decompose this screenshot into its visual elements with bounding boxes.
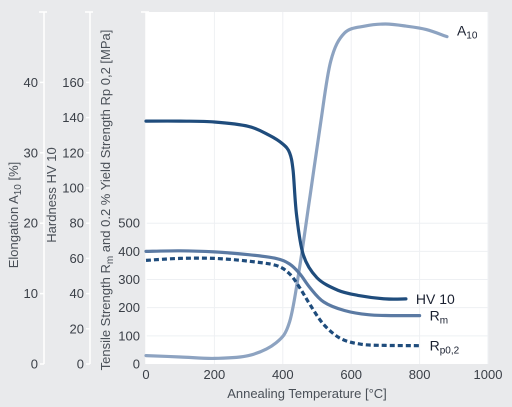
y-tick-label-hard: 60 (70, 251, 84, 266)
y-tick-label-tens: 400 (118, 244, 140, 259)
y-tick-label-hard: 120 (62, 145, 84, 160)
y-axis-label-hard: Hardness HV 10 (44, 147, 59, 242)
y-tick-label-tens: 200 (118, 300, 140, 315)
y-tick-label-elong: 40 (24, 75, 38, 90)
y-tick-label-elong: 30 (24, 145, 38, 160)
y-tick-label-hard: 140 (62, 110, 84, 125)
y-tick-label-elong: 20 (24, 216, 38, 231)
y-tick-label-tens: 0 (133, 357, 140, 372)
x-tick-label: 1000 (474, 367, 503, 382)
x-tick-label: 800 (409, 367, 431, 382)
series-line-2 (144, 249, 422, 318)
y-tick-label-tens: 500 (118, 216, 140, 231)
y-tick-label-elong: 0 (31, 357, 38, 372)
series-line-0 (144, 22, 449, 361)
y-tick-label-elong: 10 (24, 286, 38, 301)
series-label-3: Rp0,2 (430, 338, 460, 357)
y-tick-label-tens: 100 (118, 328, 140, 343)
y-tick-label-hard: 160 (62, 75, 84, 90)
y-tick-label-hard: 0 (77, 357, 84, 372)
y-axis-label-elong: Elongation A10 [%] (6, 162, 24, 269)
y-tick-label-hard: 20 (70, 321, 84, 336)
series-line-1 (144, 119, 408, 301)
series-label-0: A10 (457, 23, 478, 42)
x-tick-label: 200 (204, 367, 226, 382)
y-tick-label-hard: 80 (70, 216, 84, 231)
series-lines (144, 22, 449, 361)
x-tick-label: 400 (272, 367, 294, 382)
series-line-3 (145, 256, 420, 348)
x-axis-label: Annealing Temperature [°C] (227, 386, 387, 401)
x-tick-label: 0 (142, 367, 149, 382)
x-tick-label: 600 (340, 367, 362, 382)
y-tick-label-tens: 300 (118, 272, 140, 287)
y-tick-label-hard: 40 (70, 286, 84, 301)
y-tick-label-hard: 100 (62, 181, 84, 196)
series-label-1: HV 10 (416, 291, 455, 307)
series-label-2: Rm (430, 308, 448, 327)
plot-area (146, 12, 488, 364)
y-axis-label-tens: Tensile Strength Rm and 0.2 % Yield Stre… (98, 30, 116, 371)
